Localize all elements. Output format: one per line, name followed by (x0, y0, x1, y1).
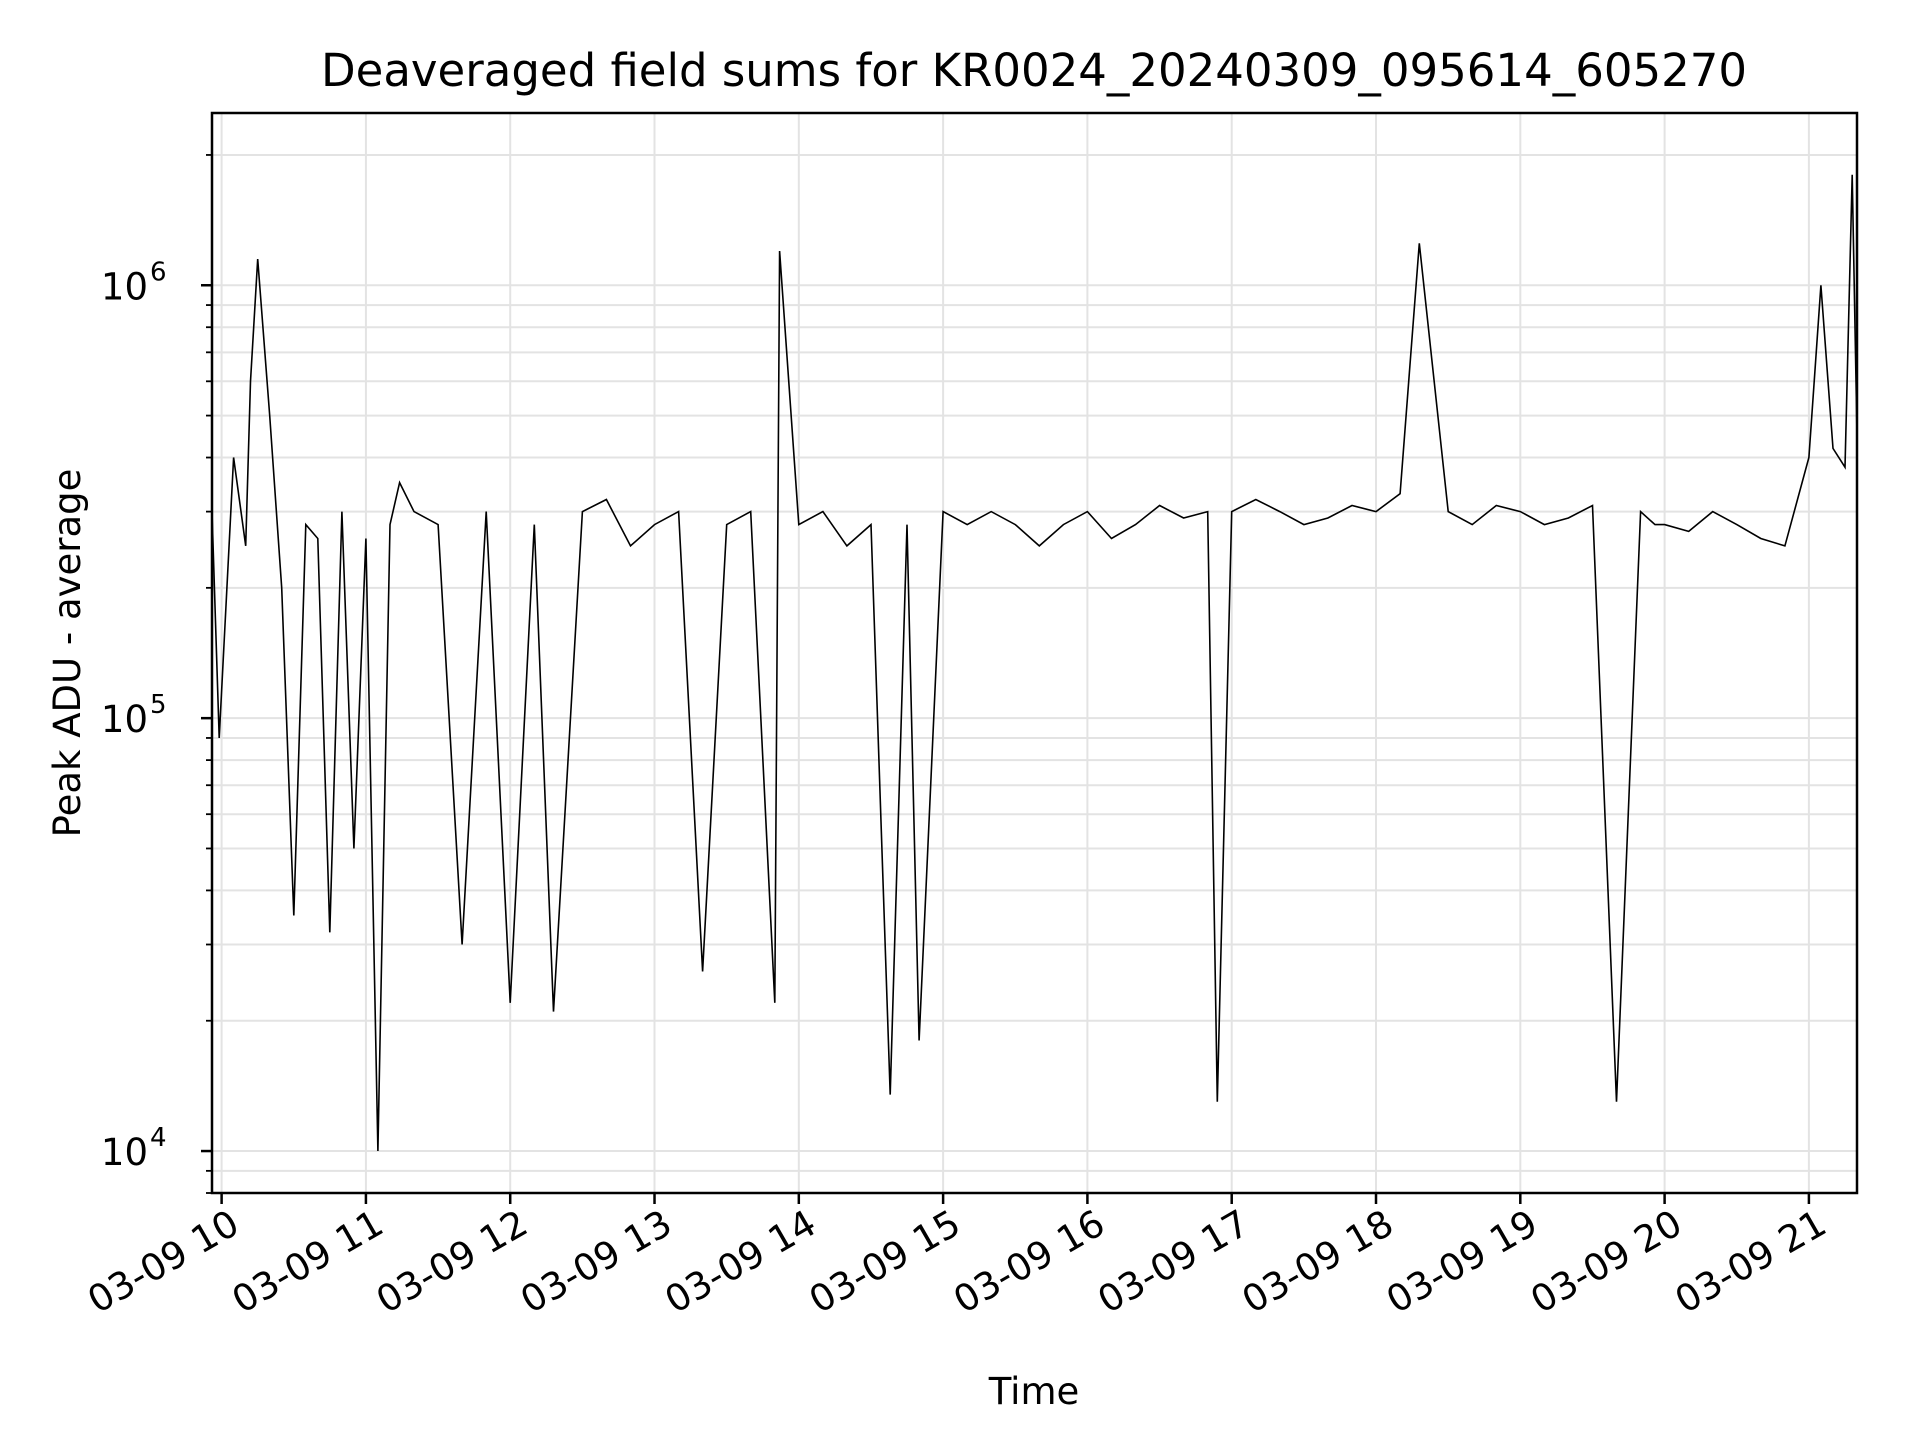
data-line (211, 174, 1858, 1152)
x-tick-label: 03-09 19 (1379, 1202, 1545, 1322)
plot-area-frame (210, 111, 1859, 1195)
x-tick-label: 03-09 18 (1235, 1202, 1401, 1322)
x-tick-label: 03-09 17 (1091, 1202, 1257, 1322)
x-tick-label: 03-09 10 (81, 1202, 247, 1322)
y-axis-label: Peak ADU - average (46, 469, 89, 838)
chart-title: Deaveraged field sums for KR0024_2024030… (321, 44, 1747, 97)
x-axis-label: Time (988, 1370, 1080, 1413)
y-tick-label: 10 (101, 1131, 148, 1174)
grid-lines (212, 113, 1857, 1194)
x-tick-label: 03-09 20 (1524, 1202, 1690, 1322)
y-tick-exponent: 6 (150, 257, 167, 287)
data-series-layer (211, 174, 1858, 1152)
y-tick-exponent: 4 (150, 1123, 167, 1153)
y-tick-label: 10 (101, 698, 148, 741)
y-tick-exponent: 5 (150, 690, 167, 720)
y-tick-label: 10 (101, 265, 148, 308)
x-tick-label: 03-09 12 (369, 1202, 535, 1322)
x-tick-label: 03-09 15 (802, 1202, 968, 1322)
x-tick-label: 03-09 21 (1668, 1202, 1834, 1322)
x-tick-label: 03-09 14 (658, 1202, 824, 1322)
x-tick-label: 03-09 11 (225, 1202, 391, 1322)
x-tick-label: 03-09 13 (513, 1202, 679, 1322)
x-tick-label: 03-09 16 (946, 1202, 1112, 1322)
